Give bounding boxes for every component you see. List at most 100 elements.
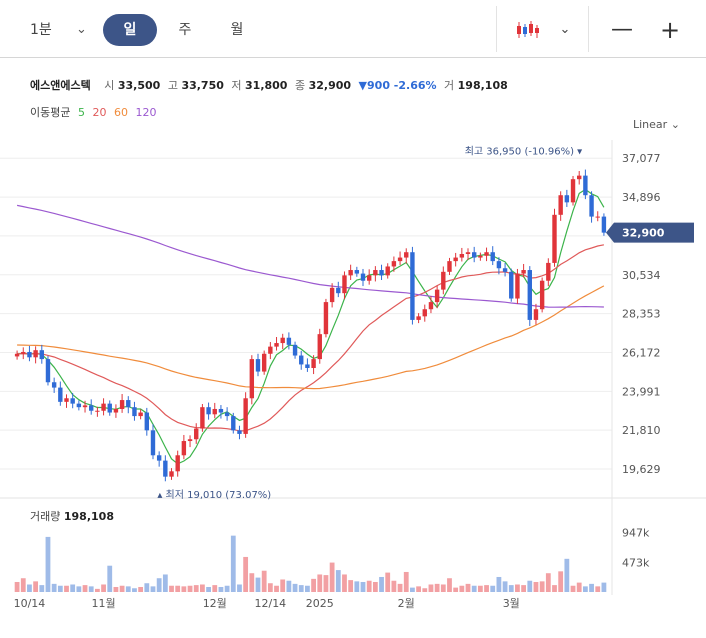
candle-body: [329, 287, 335, 303]
tab-day[interactable]: 일: [103, 14, 157, 46]
volume-bar: [558, 571, 564, 592]
volume-panel-title: 거래량 198,108: [30, 508, 114, 524]
candle-body: [385, 266, 390, 276]
candle-body: [187, 439, 193, 442]
volume-tick-label: 947k: [622, 527, 650, 540]
volume-bar: [113, 586, 119, 592]
ma-20-line: [17, 244, 605, 432]
candle-body: [126, 400, 131, 408]
stock-name: 에스앤에스텍: [30, 79, 91, 92]
volume-bar: [422, 588, 428, 592]
volume-bar: [39, 585, 45, 592]
price-tick-label: 19,629: [622, 463, 661, 476]
candle-body: [589, 195, 594, 217]
price-tick-label: 21,810: [622, 424, 661, 437]
candle-body: [441, 271, 446, 290]
candle-body: [360, 273, 366, 281]
volume-value: 198,108: [457, 79, 508, 92]
candle-body: [175, 455, 180, 472]
zoom-out-button[interactable]: —: [611, 17, 633, 42]
moving-average-lines: [16, 188, 605, 465]
volume-bar: [230, 535, 236, 592]
volume-bar: [372, 581, 378, 592]
volume-bar: [521, 585, 527, 592]
candle-body: [261, 353, 267, 372]
candle-body: [181, 441, 187, 456]
candle-body: [471, 252, 477, 258]
high-price-annotation: 최고 36,950 (-10.96%) ▾: [465, 145, 583, 157]
candle-body: [453, 257, 458, 262]
candle-body: [502, 268, 508, 272]
low-price-annotation: ▴ 최저 19,010 (73.07%): [157, 489, 271, 501]
price-tick-label: 37,077: [622, 152, 661, 165]
volume-bar: [342, 574, 347, 592]
volume-bar: [459, 585, 465, 592]
high-value: 33,750: [181, 79, 224, 92]
chart-type-button[interactable]: [508, 14, 548, 46]
candle-body: [348, 270, 353, 276]
scale-select[interactable]: Linear ⌄: [633, 118, 680, 131]
volume-bars: [14, 535, 607, 592]
ma-legend-20: 20: [92, 106, 107, 119]
candle-body: [101, 403, 106, 411]
volume-bar: [200, 584, 205, 592]
volume-bar: [82, 585, 88, 592]
candle-body: [391, 261, 397, 267]
candle-body: [51, 382, 57, 388]
date-tick-label: 2월: [398, 597, 415, 610]
volume-bar: [508, 585, 514, 592]
volume-bar: [212, 585, 218, 592]
volume-bar: [477, 585, 483, 592]
ma-legend-120: 120: [135, 106, 157, 119]
volume-bar: [187, 585, 193, 592]
volume-bar: [366, 580, 372, 592]
period-select[interactable]: 1분 ⌄: [30, 14, 100, 46]
volume-bar: [224, 585, 230, 592]
candle-body: [292, 344, 298, 356]
chart-type-chevron-icon[interactable]: ⌄: [559, 22, 571, 37]
price-tick-label: 34,896: [622, 191, 661, 204]
date-tick-label: 12월: [203, 597, 227, 610]
candle-body: [311, 359, 316, 368]
volume-panel-label: 거래량: [30, 510, 61, 523]
volume-tick-label: 473k: [622, 556, 650, 569]
toolbar-divider: [496, 6, 497, 52]
volume-bar: [601, 582, 607, 592]
zoom-in-button[interactable]: +: [659, 16, 681, 44]
candle-body: [570, 179, 576, 203]
candle-body: [33, 350, 38, 358]
volume-bar: [138, 586, 144, 592]
candle-body: [354, 270, 360, 274]
volume-bar: [582, 586, 588, 592]
ma-60-line: [17, 285, 605, 390]
tab-month[interactable]: 월: [230, 22, 244, 38]
tab-week[interactable]: 주: [178, 22, 192, 38]
candle-body: [379, 270, 384, 276]
price-tick-label: 26,172: [622, 346, 661, 359]
volume-bar: [533, 581, 539, 592]
open-label: 시: [104, 79, 115, 92]
volume-bar: [323, 575, 329, 592]
volume-bar: [101, 584, 106, 592]
candle-body: [58, 387, 63, 402]
volume-bar: [453, 587, 459, 592]
date-tick-label: 10/14: [14, 597, 46, 610]
candle-body: [237, 430, 242, 434]
price-tick-label: 28,353: [622, 308, 661, 321]
candle-body: [274, 343, 279, 347]
price-annotations: 32,900 최고 36,950 (-10.96%) ▾ ▴ 최저 19,010 (…: [157, 145, 694, 501]
volume-bar: [57, 585, 63, 592]
date-tick-label: 3월: [503, 597, 520, 610]
volume-bar: [33, 581, 39, 592]
candle-body: [70, 398, 75, 404]
candle-body: [243, 398, 248, 434]
volume-bar: [107, 565, 113, 592]
candle-body: [410, 252, 415, 320]
volume-bar: [14, 581, 20, 592]
candle-body: [163, 460, 168, 477]
volume-bar: [280, 579, 286, 592]
volume-bar: [539, 581, 545, 592]
ma-120-line: [16, 204, 604, 308]
volume-bar: [144, 583, 150, 592]
